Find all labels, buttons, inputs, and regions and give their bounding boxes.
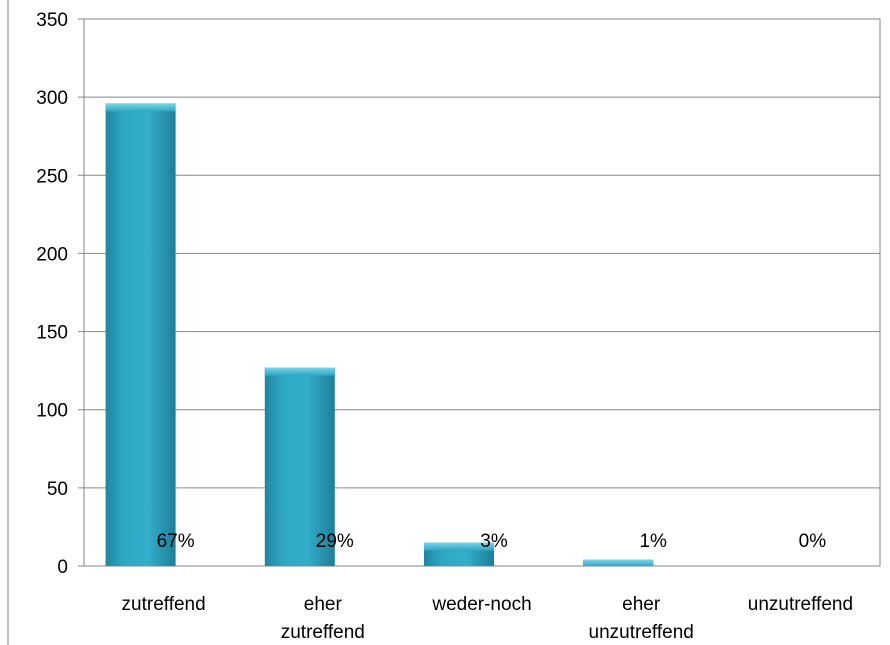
x-category-label: eher zutreffend	[281, 594, 365, 643]
data-label: 67%	[157, 531, 195, 552]
data-label: 29%	[316, 531, 354, 552]
x-category-label: weder-noch	[431, 594, 531, 615]
y-tick-label: 300	[36, 88, 68, 109]
bar	[264, 367, 335, 566]
x-axis-categories: zutreffend eher zutreffend weder-noch eher un…	[122, 594, 854, 643]
y-tick-label: 0	[57, 557, 68, 578]
bar-body	[105, 103, 176, 566]
data-labels: 67% 29% 3% 1% 0%	[157, 531, 827, 552]
x-category-label: eher unzutreffend	[589, 594, 694, 643]
y-tick-label: 150	[36, 323, 68, 344]
data-label: 1%	[639, 531, 667, 552]
bar	[105, 103, 176, 566]
y-tick-label: 250	[36, 166, 68, 187]
bar-top-bevel	[583, 559, 654, 566]
x-category-label: unzutreffend	[748, 594, 853, 615]
bar	[583, 559, 654, 566]
y-tick-label: 100	[36, 401, 68, 422]
gridlines	[78, 18, 880, 567]
y-tick-label: 350	[36, 10, 68, 31]
y-axis-ticks: 0 50 100 150 200 250 300 350	[36, 10, 68, 578]
data-label: 0%	[799, 531, 827, 552]
bar-top-bevel	[105, 103, 176, 112]
bars	[105, 103, 654, 566]
bar-body	[264, 367, 335, 566]
bar-top-bevel	[424, 542, 494, 551]
bar	[424, 542, 494, 566]
y-tick-label: 200	[36, 244, 68, 265]
x-category-label: zutreffend	[122, 594, 206, 615]
bar-top-bevel	[264, 367, 335, 376]
data-label: 3%	[480, 531, 508, 552]
y-tick-label: 50	[47, 479, 68, 500]
plot-area-border	[83, 18, 881, 567]
